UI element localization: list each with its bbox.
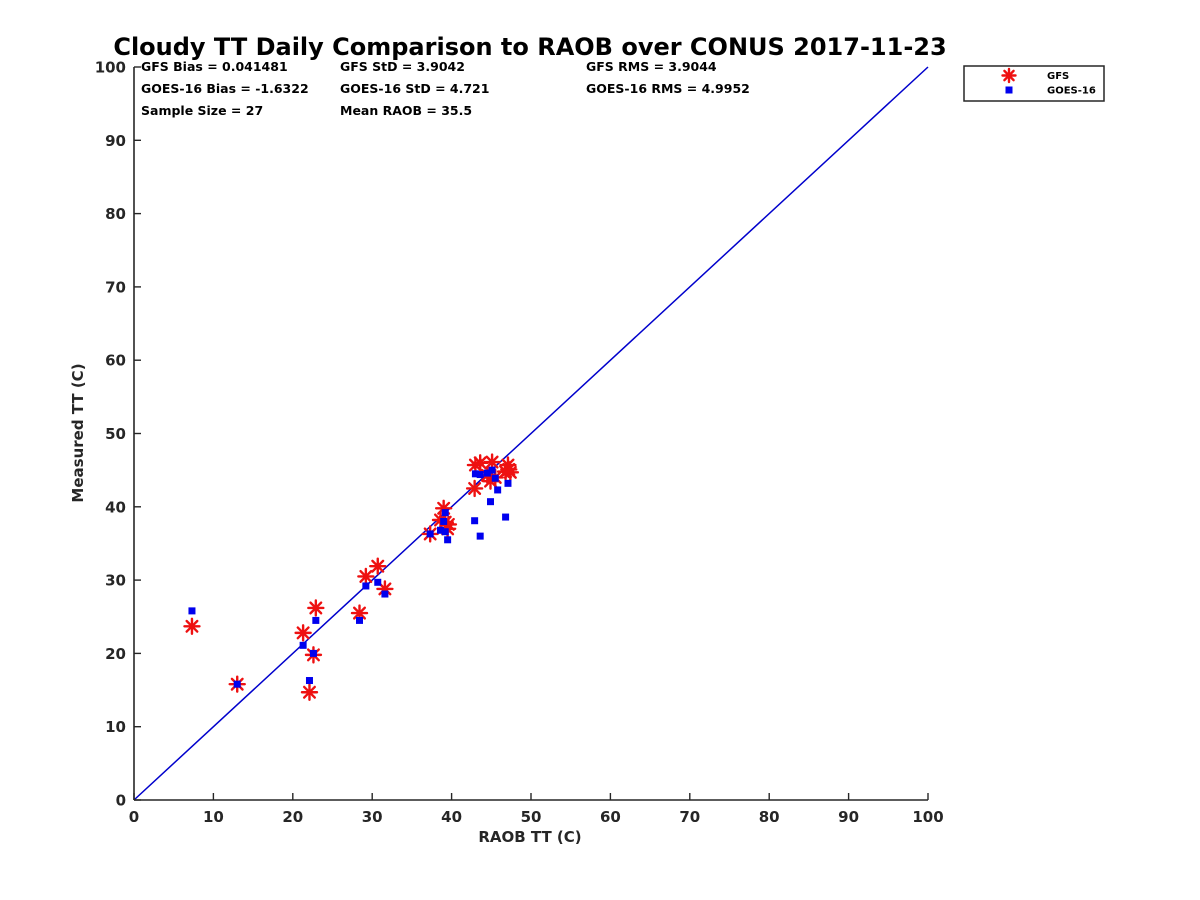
goes16-point	[440, 517, 448, 525]
x-tick-label: 60	[600, 808, 621, 826]
y-tick-label: 30	[105, 572, 126, 590]
y-axis-label: Measured TT (C)	[69, 363, 87, 502]
y-axis-ticks: 0 10 20 30 40 50 60 70 80 90 100	[95, 59, 141, 810]
y-tick-label: 90	[105, 132, 126, 150]
legend: GFS GOES-16	[963, 65, 1105, 102]
x-tick-label: 70	[679, 808, 700, 826]
gfs-point	[500, 460, 518, 479]
goes16-point	[444, 536, 452, 544]
y-tick-label: 10	[105, 718, 126, 736]
y-tick-label: 60	[105, 352, 126, 370]
legend-gfs-label: GFS	[1047, 71, 1069, 82]
goes16-point	[309, 649, 317, 657]
stats-annotations: GFS Bias = 0.041481 GFS StD = 3.9042 GFS R…	[141, 59, 750, 118]
x-tick-label: 100	[912, 808, 943, 826]
goes16-point	[426, 530, 434, 538]
goes16-point	[381, 590, 389, 598]
x-tick-label: 50	[521, 808, 542, 826]
data-points	[183, 453, 520, 701]
x-tick-label: 20	[282, 808, 303, 826]
stat-text: GOES-16 Bias = -1.6322	[141, 81, 309, 96]
gfs-point	[300, 683, 319, 701]
series-goes16	[188, 466, 512, 688]
goes16-point	[502, 513, 510, 521]
chart-title: Cloudy TT Daily Comparison to RAOB over …	[113, 33, 946, 61]
goes16-point	[355, 616, 363, 624]
gfs-point	[357, 567, 375, 586]
gfs-point	[465, 479, 484, 498]
y-tick-label: 20	[105, 645, 126, 663]
x-tick-label: 80	[759, 808, 780, 826]
goes16-point	[312, 616, 320, 624]
goes16-point	[494, 486, 502, 494]
goes16-point	[441, 528, 449, 536]
x-tick-label: 0	[129, 808, 139, 826]
goes16-point	[488, 466, 496, 474]
goes16-point	[504, 479, 512, 487]
legend-goes16-marker	[1005, 86, 1013, 94]
goes16-point	[487, 498, 495, 506]
x-axis-label: RAOB TT (C)	[478, 828, 581, 846]
goes16-point	[491, 474, 499, 482]
y-tick-label: 80	[105, 205, 126, 223]
x-tick-label: 90	[838, 808, 859, 826]
stat-text: GOES-16 RMS = 4.9952	[586, 81, 750, 96]
goes16-point	[305, 677, 313, 685]
stat-text: GFS Bias = 0.041481	[141, 59, 288, 74]
y-tick-label: 40	[105, 498, 126, 516]
goes16-point	[299, 641, 307, 649]
goes16-point	[233, 680, 241, 688]
goes16-point	[476, 471, 484, 479]
gfs-point	[183, 617, 201, 635]
stat-text: GFS StD = 3.9042	[340, 59, 465, 74]
stat-text: GFS RMS = 3.9044	[586, 59, 717, 74]
stat-text: GOES-16 StD = 4.721	[340, 81, 489, 96]
gfs-point	[307, 599, 325, 617]
x-axis-ticks: 0 10 20 30 40 50 60 70 80 90 100	[129, 793, 944, 826]
goes16-point	[441, 509, 449, 517]
gfs-point	[369, 557, 387, 575]
y-tick-label: 100	[95, 59, 126, 77]
goes16-point	[476, 532, 484, 540]
y-tick-label: 50	[105, 425, 126, 443]
y-tick-label: 70	[105, 278, 126, 296]
legend-box	[963, 65, 1105, 102]
goes16-point	[471, 517, 479, 525]
goes16-point	[483, 469, 491, 477]
goes16-point	[436, 526, 444, 534]
x-tick-label: 10	[203, 808, 224, 826]
legend-goes16-label: GOES-16	[1047, 86, 1096, 97]
legend-gfs-marker	[1001, 67, 1017, 84]
one-to-one-reference-line	[133, 66, 929, 801]
goes16-point	[374, 578, 382, 586]
y-tick-label: 0	[116, 792, 126, 810]
x-tick-label: 30	[362, 808, 383, 826]
goes16-point	[188, 607, 196, 615]
stat-text: Mean RAOB = 35.5	[340, 103, 472, 118]
x-tick-label: 40	[441, 808, 462, 826]
gfs-point	[294, 624, 312, 642]
goes16-point	[362, 582, 370, 590]
goes16-point	[471, 470, 479, 478]
stat-text: Sample Size = 27	[141, 103, 263, 118]
